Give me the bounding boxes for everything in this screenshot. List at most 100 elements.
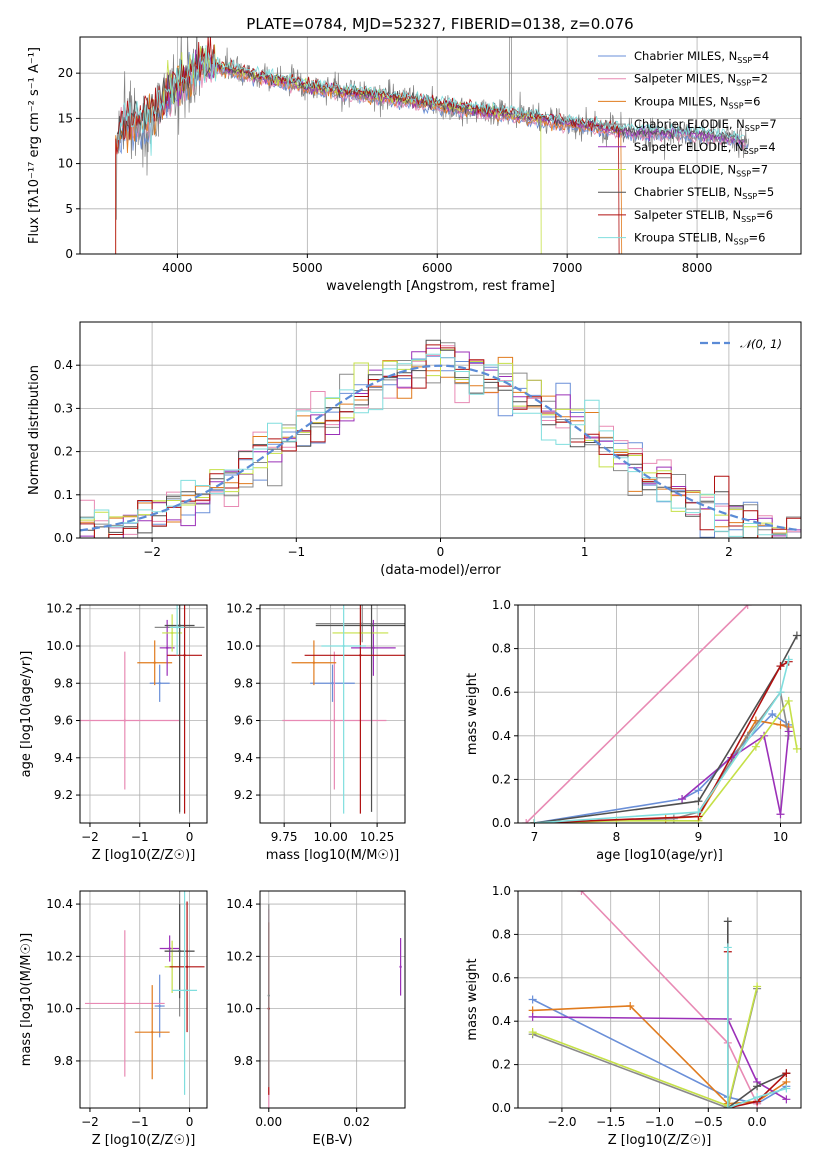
y-tick-label: 0.0 xyxy=(492,816,511,830)
model-spectrum-line xyxy=(162,44,542,254)
y-tick-label: 9.4 xyxy=(54,751,73,765)
mass-weight-series-line xyxy=(534,698,798,823)
x-tick-label: −1.5 xyxy=(596,1115,625,1129)
x-tick-label: −2 xyxy=(143,545,161,559)
x-axis-label: wavelength [Angstrom, rest frame] xyxy=(326,279,555,294)
x-tick-label: 6000 xyxy=(422,261,453,275)
x-tick-label: −2.0 xyxy=(547,1115,576,1129)
data-point xyxy=(175,626,179,629)
data-point xyxy=(151,1030,154,1034)
legend-label: Kroupa MILES, NSSP=6 xyxy=(634,94,760,110)
y-tick-label: 10.2 xyxy=(226,602,253,616)
data-point xyxy=(372,646,375,650)
plus-marker xyxy=(792,744,801,753)
x-tick-label: 0 xyxy=(186,830,194,844)
x-tick-label: 2 xyxy=(725,545,733,559)
y-tick-label: 0 xyxy=(65,247,73,261)
data-point xyxy=(178,624,181,627)
y-tick-label: 10 xyxy=(58,157,73,171)
plus-marker xyxy=(768,710,777,718)
mass-weight-series-line xyxy=(534,660,790,823)
data-point xyxy=(359,654,362,657)
plus-marker xyxy=(723,917,732,926)
data-point xyxy=(123,1002,127,1005)
data-point xyxy=(168,947,171,950)
y-axis-label: Flux [fλ10⁻¹⁷ erg cm⁻² s⁻¹ A⁻¹] xyxy=(27,47,42,244)
plus-marker xyxy=(528,1028,537,1037)
axes-frame xyxy=(259,604,406,824)
x-tick-label: −2 xyxy=(81,1115,99,1129)
plus-marker xyxy=(678,795,687,804)
y-tick-label: 9.6 xyxy=(234,714,253,728)
axes-frame xyxy=(79,890,208,1109)
x-tick-label: −1 xyxy=(287,545,305,559)
plot-area xyxy=(528,891,791,1108)
x-tick-label: −1 xyxy=(131,1115,149,1129)
x-tick-label: 0.00 xyxy=(255,1115,282,1129)
y-tick-label: 1.0 xyxy=(492,884,511,898)
data-point xyxy=(158,1004,161,1008)
mass-vs-metallicity-panel: −2 −1 0 9.8 10.0 10.2 10.4 Z [log10(Z/Z☉)] mass … xyxy=(19,890,208,1148)
y-tick-label: 9.6 xyxy=(54,714,73,728)
data-point xyxy=(165,646,169,650)
x-tick-label: 7 xyxy=(531,830,539,844)
y-tick-label: 0.4 xyxy=(492,1014,511,1028)
mass-weight-series-line xyxy=(534,635,798,823)
y-tick-label: 1.0 xyxy=(492,598,511,612)
x-axis-label: age [log10(age/yr)] xyxy=(596,848,723,863)
y-tick-label: 10.4 xyxy=(46,897,73,911)
x-tick-label: 5000 xyxy=(292,261,323,275)
data-point xyxy=(331,682,334,685)
mass-weight-series-line xyxy=(532,998,787,1105)
plus-marker xyxy=(577,891,586,895)
y-tick-label: 0.2 xyxy=(492,1058,511,1072)
x-axis-label: E(B-V) xyxy=(312,1133,352,1148)
plus-marker xyxy=(753,1093,762,1102)
legend-label: Salpeter ELODIE, NSSP=4 xyxy=(634,140,776,156)
data-point xyxy=(312,661,316,664)
y-tick-label: 5 xyxy=(65,202,73,216)
mass-weight-series-line xyxy=(532,988,758,1108)
x-tick-label: −1 xyxy=(131,830,149,844)
y-tick-label: 0.8 xyxy=(492,642,511,656)
data-point xyxy=(361,622,364,625)
plus-marker xyxy=(528,995,537,1004)
plus-marker xyxy=(694,797,703,806)
x-tick-label: 7000 xyxy=(552,261,583,275)
x-tick-label: 8000 xyxy=(682,261,713,275)
plus-marker xyxy=(626,1002,635,1011)
x-tick-label: 9 xyxy=(695,830,703,844)
y-tick-label: 9.2 xyxy=(234,788,253,802)
model-spectrum-line xyxy=(115,37,620,254)
y-tick-label: 0.8 xyxy=(492,927,511,941)
y-tick-label: 0.4 xyxy=(54,358,73,372)
x-tick-label: −0.5 xyxy=(694,1115,723,1129)
y-tick-label: 0.4 xyxy=(492,729,511,743)
x-tick-label: 10 xyxy=(773,830,788,844)
plus-marker xyxy=(792,631,801,640)
data-point xyxy=(399,965,402,969)
y-tick-label: 9.8 xyxy=(234,1054,253,1068)
legend-label: Chabrier MILES, NSSP=4 xyxy=(634,49,769,65)
plus-marker xyxy=(723,943,732,952)
y-tick-label: 15 xyxy=(58,111,73,125)
plot-area xyxy=(84,891,205,1095)
age-vs-mass-panel: 9.75 10.00 10.25 9.2 9.4 9.6 9.8 10.0 10.2 mass [… xyxy=(226,602,406,863)
normal-reference-curve xyxy=(80,364,801,532)
plot-area xyxy=(115,37,750,254)
mass-weight-vs-metallicity-panel: −2.0 −1.5 −1.0 −0.5 0.0 0.0 0.2 0.4 0.6 0.8 1.0 Z [… xyxy=(465,884,802,1148)
x-axis-label: Z [log10(Z/Z☉)] xyxy=(92,1133,196,1148)
data-point xyxy=(333,719,336,722)
plus-marker xyxy=(776,810,785,819)
plus-marker xyxy=(753,982,762,991)
spectrum-panel: 4000 5000 6000 7000 8000 0 5 10 15 20 wavelength [… xyxy=(27,36,802,294)
y-tick-label: 9.8 xyxy=(54,676,73,690)
plus-marker xyxy=(743,605,752,609)
axes-frame xyxy=(79,36,802,255)
y-tick-label: 0.3 xyxy=(54,401,73,415)
y-tick-label: 10.2 xyxy=(226,949,253,963)
y-tick-label: 10.2 xyxy=(46,949,73,963)
x-tick-label: 10.25 xyxy=(360,830,394,844)
plus-marker xyxy=(723,1104,732,1108)
